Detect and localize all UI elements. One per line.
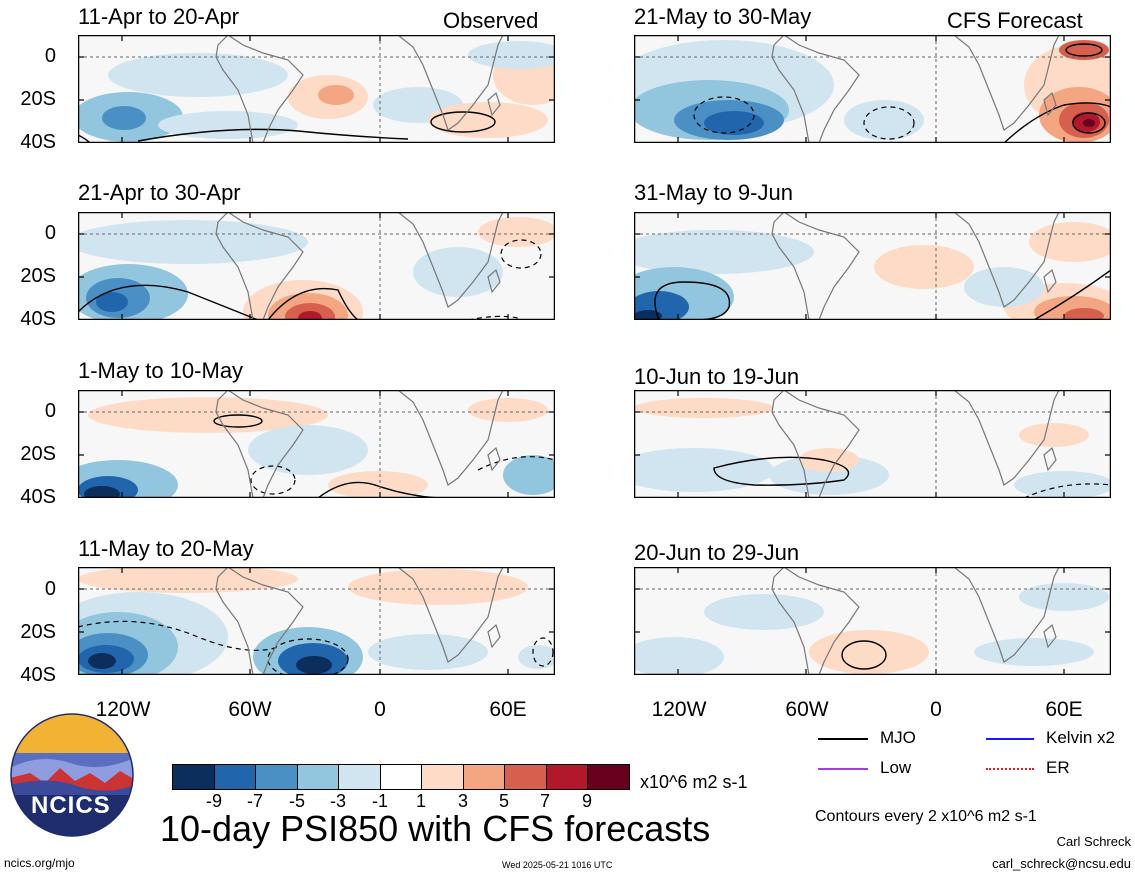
legend-low-label: Low (880, 758, 912, 777)
map-panel-5 (634, 35, 1111, 143)
legend-kelvin-label: Kelvin x2 (1046, 728, 1115, 747)
colorbar-tick: -9 (205, 791, 223, 811)
legend-low-line (818, 768, 868, 770)
lat-label-40s: 40S (20, 131, 56, 153)
lon-label-60e: 60E (489, 698, 527, 721)
legend-er-label: ER (1046, 758, 1070, 777)
logo-text: NCICS (31, 792, 111, 819)
panel-title-7: 10-Jun to 19-Jun (634, 364, 800, 389)
map-panel-7 (634, 390, 1111, 498)
lat-label-20s: 20S (20, 265, 56, 287)
map-panel-2 (78, 212, 555, 320)
lon-label-120w: 120W (651, 698, 707, 721)
panel-title-2: 21-Apr to 30-Apr (78, 180, 241, 205)
observed-label: Observed (443, 8, 539, 33)
lon-label-60e: 60E (1045, 698, 1083, 721)
map-panel-8 (634, 567, 1111, 675)
panel-title-3: 1-May to 10-May (78, 358, 244, 383)
lon-label-60w: 60W (785, 698, 829, 721)
lat-label-40s: 40S (20, 486, 56, 508)
colorbar (172, 764, 630, 790)
lon-label-0: 0 (930, 698, 942, 721)
colorbar-tick: -1 (371, 791, 389, 811)
colorbar-tick: -7 (246, 791, 264, 811)
lat-label-20s: 20S (20, 88, 56, 110)
map-panel-3 (78, 390, 555, 498)
legend-mjo-label: MJO (880, 728, 916, 747)
main-title: 10-day PSI850 with CFS forecasts (160, 808, 711, 849)
contour-note: Contours every 2 x10^6 m2 s-1 (815, 808, 1037, 825)
map-panel-4 (78, 567, 555, 675)
cfs-forecast-label: CFS Forecast (947, 8, 1083, 33)
lat-label-0: 0 (44, 222, 56, 244)
lat-label-40s: 40S (20, 308, 56, 330)
lat-label-0: 0 (44, 400, 56, 422)
panel-title-5: 21-May to 30-May (634, 4, 812, 29)
lat-label-20s: 20S (20, 621, 56, 643)
ncics-logo (10, 713, 134, 837)
legend-er-line (986, 768, 1034, 770)
colorbar-tick: 7 (539, 791, 551, 811)
legend-kelvin-line (986, 738, 1034, 740)
lat-label-40s: 40S (20, 664, 56, 686)
panel-title-1: 11-Apr to 20-Apr (78, 4, 240, 29)
map-panel-1 (78, 35, 555, 143)
footer-url: ncics.org/mjo (4, 856, 75, 870)
author-email: carl_schreck@ncsu.edu (992, 856, 1131, 871)
colorbar-tick: -5 (288, 791, 306, 811)
legend-mjo-line (818, 738, 868, 740)
panel-title-6: 31-May to 9-Jun (634, 180, 793, 205)
colorbar-tick: 3 (457, 791, 469, 811)
lon-label-0: 0 (374, 698, 386, 721)
lat-label-20s: 20S (20, 443, 56, 465)
author-name: Carl Schreck (1056, 834, 1131, 849)
colorbar-tick: 9 (581, 791, 593, 811)
map-panel-6 (634, 212, 1111, 320)
panel-title-8: 20-Jun to 29-Jun (634, 540, 800, 565)
colorbar-units: x10^6 m2 s-1 (640, 772, 748, 792)
lat-label-0: 0 (44, 578, 56, 600)
lon-label-60w: 60W (228, 698, 272, 721)
timestamp: Wed 2025-05-21 1016 UTC (502, 860, 613, 870)
panel-title-4: 11-May to 20-May (78, 536, 254, 561)
lat-label-0: 0 (44, 45, 56, 67)
lon-label-120w: 120W (95, 698, 151, 721)
colorbar-tick: 1 (415, 791, 427, 811)
colorbar-tick: -3 (329, 791, 347, 811)
colorbar-tick: 5 (498, 791, 510, 811)
